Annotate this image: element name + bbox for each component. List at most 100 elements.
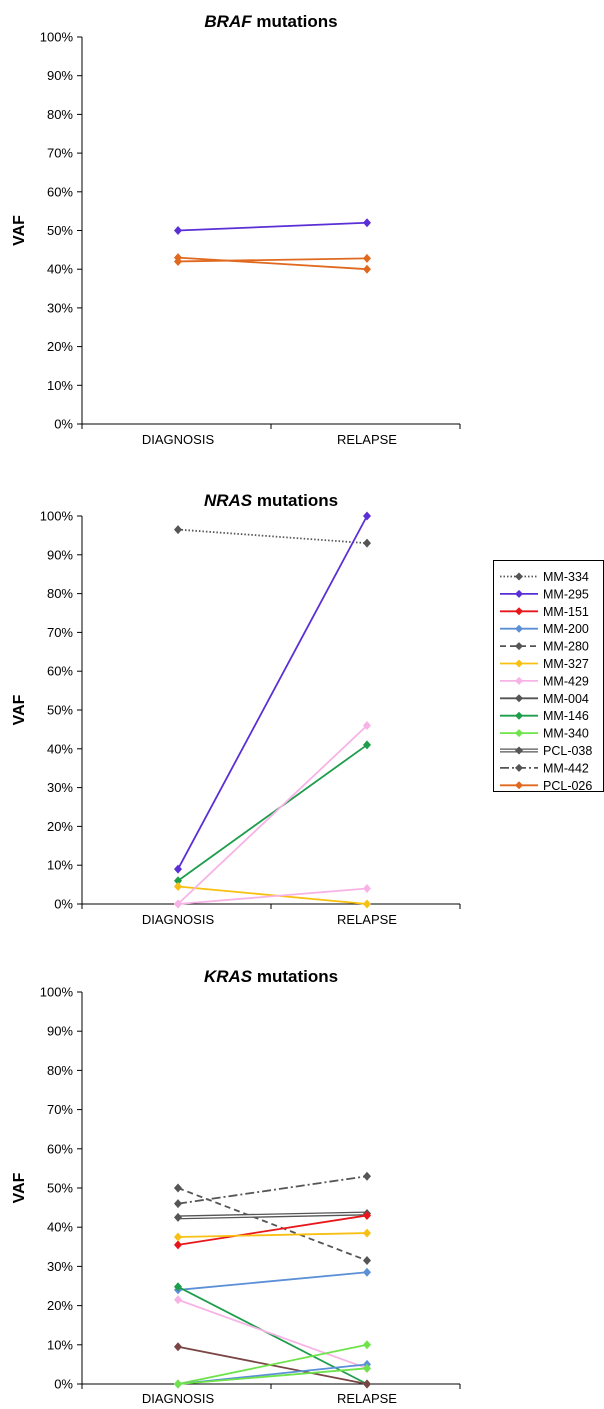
legend-label: MM-295 [543,587,589,601]
series-pcl-026 [174,253,371,266]
y-tick-label: 90% [47,1024,73,1039]
legend-label: MM-004 [543,692,589,706]
y-tick-label: 100% [40,509,74,524]
series-mm-442 [174,1171,371,1209]
data-point [363,538,371,548]
series-line [177,221,368,232]
data-point [174,876,182,886]
chart-panel-braf: BRAF mutations VAF 0% 10% 20% 30% 40% 50% 60% 70%… [11,12,461,447]
series-line [177,1285,368,1385]
legend-label: MM-151 [543,605,589,619]
y-tick-label: 80% [47,1063,73,1078]
series-mm-295 [174,511,371,874]
legend-marker [515,763,523,772]
data-point [174,899,182,909]
y-tick-label: 90% [47,68,73,83]
series-line [177,724,368,905]
data-point [363,264,371,274]
data-point [174,1342,182,1352]
legend-label: MM-327 [543,657,589,671]
legend-item-mm-146: MM-146 [500,709,589,723]
y-tick-label: 40% [47,741,73,756]
y-axis-label: VAF [11,215,28,246]
series-line [177,887,368,905]
y-tick-label: 10% [47,1337,73,1352]
y-tick-label: 20% [47,1298,73,1313]
series-mm-340 [174,1363,371,1389]
x-tick-label: RELAPSE [337,432,397,447]
chart-title-suffix: mutations [252,491,338,510]
data-point [363,899,371,909]
series-mm-429 [174,883,371,909]
legend-marker [515,572,523,581]
x-tick-label: DIAGNOSIS [142,432,215,447]
series-line [177,1214,368,1246]
chart-title-gene: BRAF [204,12,252,31]
series-line [177,1232,368,1238]
data-point [174,1282,182,1292]
y-tick-label: 40% [47,1220,73,1235]
legend-label: PCL-026 [543,779,592,793]
data-point [363,721,371,731]
y-tick-label: 60% [47,184,73,199]
legend-label: MM-442 [543,761,589,775]
data-point [174,525,182,535]
legend-item-mm-295: MM-295 [500,587,589,601]
y-tick-label: 70% [47,146,73,161]
series-mm-429 [174,1295,371,1373]
series-line [177,1187,368,1262]
series-mm-151 [174,1210,371,1250]
series-mm-327 [174,882,371,909]
x-tick-label: DIAGNOSIS [142,1391,215,1406]
y-tick-label: 10% [47,858,73,873]
x-tick-label: RELAPSE [337,1391,397,1406]
legend-label: MM-340 [543,727,589,741]
y-tick-label: 30% [47,300,73,315]
data-point [174,1379,182,1389]
y-tick-label: 20% [47,819,73,834]
data-point [363,218,371,228]
legend-item-mm-334: MM-334 [500,570,589,584]
series-line [177,257,368,263]
legend-marker [515,624,523,633]
series-line [177,1367,368,1385]
data-point [174,226,182,235]
chart-title: KRAS mutations [204,967,338,986]
series-line [177,1271,368,1291]
legend-label: MM-200 [543,622,589,636]
data-point [363,1363,371,1373]
series-line [177,515,368,870]
legend-marker [515,589,523,598]
y-tick-label: 0% [54,897,73,912]
data-point [174,1295,182,1305]
legend: MM-334 MM-295 MM-151 MM-200 MM-280 MM-327 MM-4… [493,560,604,793]
series-line [177,528,368,545]
data-point [363,1210,371,1220]
data-point [363,511,371,521]
series-mm-146 [174,1282,371,1389]
legend-item-mm-004: MM-004 [500,692,589,706]
data-point [363,1171,371,1181]
y-tick-label: 70% [47,1102,73,1117]
y-tick-label: 90% [47,547,73,562]
series-mm-004-kras [174,1342,371,1389]
y-tick-label: 100% [40,985,74,1000]
legend-marker [515,659,523,668]
chart-title: BRAF mutations [204,12,337,31]
series-mm-280 [174,1183,371,1266]
data-point [363,740,371,750]
data-point [363,1228,371,1238]
data-point [363,1256,371,1266]
data-point [174,1240,182,1250]
data-point [174,1183,182,1193]
series-mm-146 [174,740,371,886]
series-line [177,1345,368,1385]
chart-panel-kras: KRAS mutations VAF 0% 10% 20% 30% 40% 50% 60% 70%… [11,967,461,1406]
series-line-inner [177,1212,368,1219]
legend-marker [515,711,523,720]
chart-title-suffix: mutations [252,12,338,31]
series-line [177,1175,368,1205]
legend-item-mm-340: MM-340 [500,727,589,741]
y-axis-label: VAF [11,694,28,725]
